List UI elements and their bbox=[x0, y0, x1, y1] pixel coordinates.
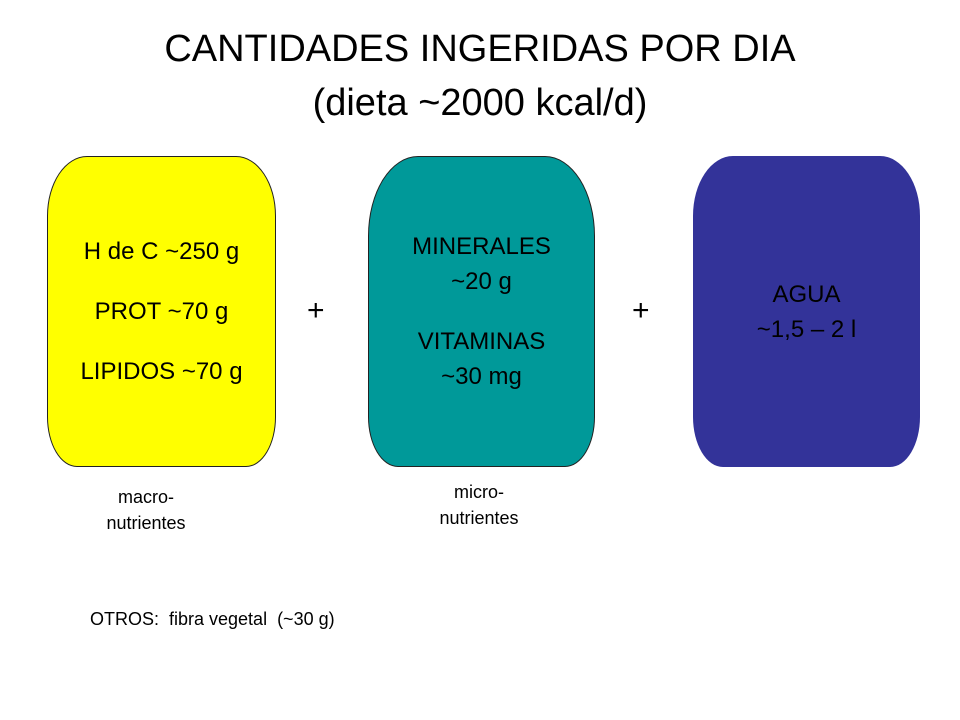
macro-caption-line-1: macro- bbox=[117, 487, 174, 507]
micro-caption-line-2: nutrientes bbox=[439, 508, 519, 528]
water-label: AGUA bbox=[772, 280, 841, 308]
minerals-amount: ~20 g bbox=[451, 268, 512, 295]
plus-sign-1: + bbox=[307, 294, 325, 327]
micronutrients-box: MINERALES ~20 g VITAMINAS ~30 mg bbox=[368, 156, 595, 467]
macronutrients-caption: macro- nutrientes bbox=[66, 484, 226, 536]
other-nutrients-footer: OTROS: fibra vegetal (~30 g) bbox=[90, 609, 335, 629]
micro-caption-line-1: micro- bbox=[454, 482, 504, 502]
protein-text: PROT ~70 g bbox=[94, 298, 229, 325]
minerals-label: MINERALES bbox=[412, 233, 551, 260]
macro-caption-line-2: nutrientes bbox=[106, 513, 186, 533]
plus-sign-2: + bbox=[632, 294, 650, 327]
water-box: AGUA ~1,5 – 2 l bbox=[693, 156, 920, 467]
title-line-2: (dieta ~2000 kcal/d) bbox=[312, 82, 648, 124]
macronutrients-box: H de C ~250 g PROT ~70 g LIPIDOS ~70 g bbox=[47, 156, 276, 467]
water-amount: ~1,5 – 2 l bbox=[756, 315, 857, 343]
lipids-text: LIPIDOS ~70 g bbox=[80, 358, 243, 385]
title-line-1: CANTIDADES INGERIDAS POR DIA bbox=[164, 28, 796, 70]
carbohydrates-text: H de C ~250 g bbox=[83, 238, 240, 265]
vitamins-amount: ~30 mg bbox=[441, 363, 522, 390]
micronutrients-caption: micro- nutrientes bbox=[399, 479, 559, 531]
vitamins-label: VITAMINAS bbox=[417, 328, 546, 355]
